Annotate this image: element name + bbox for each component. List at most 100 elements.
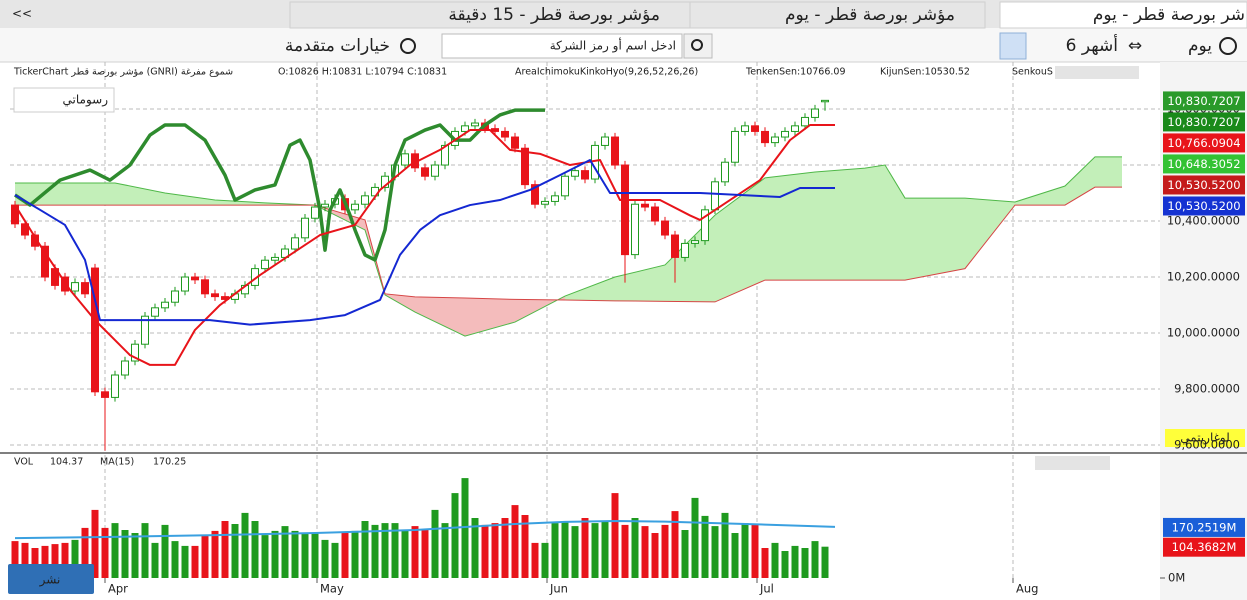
volume-bar: [291, 530, 299, 578]
volume-bar: [601, 521, 609, 578]
drawings-label: رسوماتي: [63, 93, 109, 108]
volume-bar: [251, 521, 259, 578]
candle-body: [511, 136, 519, 149]
cloud-fill: [215, 200, 265, 206]
tabs: شر بورصة قطر - يوم مؤشر بورصة قطر - يوم مؤ…: [289, 1, 1247, 29]
volume-marker: [1163, 537, 1245, 557]
candle-body: [111, 374, 119, 398]
volume-bar: [41, 545, 49, 578]
volume-bar: [551, 523, 559, 578]
info-kijun: KijunSen:10530.52: [880, 67, 970, 78]
candle-body: [781, 130, 789, 138]
volume-bar: [821, 546, 829, 578]
candle-body: [601, 136, 609, 146]
cloud-fill: [885, 165, 905, 281]
cloud-fill: [1015, 186, 1065, 206]
draw-tool[interactable]: [999, 32, 1027, 60]
cloud-fill: [465, 298, 515, 337]
info-ohlc: O:10826 H:10831 L:10794 C:10831: [278, 67, 447, 78]
volume-bar: [501, 518, 509, 578]
price-marker: [1163, 91, 1245, 111]
search-placeholder: ادخل اسم أو رمز الشركة: [550, 38, 676, 54]
price-marker: [1163, 112, 1245, 132]
volume-bar: [161, 524, 169, 578]
candle-body: [751, 125, 759, 132]
cloud-fill: [965, 198, 1015, 269]
volume-bar: [451, 493, 459, 578]
vol-pane-controls[interactable]: [1035, 456, 1110, 470]
volume-bar: [31, 548, 39, 578]
volume-bar: [121, 530, 129, 578]
interval-button[interactable]: يوم: [1188, 36, 1212, 56]
candle-body: [141, 315, 149, 345]
price-marker-label: 10,530.5200: [1167, 199, 1240, 213]
x-tick-label: May: [320, 582, 344, 596]
candle-body: [611, 136, 619, 166]
candle-body: [661, 220, 669, 236]
collapse-button[interactable]: <<: [12, 7, 32, 21]
price-marker: [1163, 133, 1245, 153]
price-marker: [1163, 175, 1245, 195]
gear-icon: [400, 38, 416, 54]
tab[interactable]: [689, 1, 986, 29]
volume-bar: [361, 521, 369, 578]
candle-body: [191, 276, 199, 281]
price-marker: [1163, 154, 1245, 174]
publish-button[interactable]: [8, 564, 94, 594]
tab[interactable]: [289, 1, 691, 29]
cloud-fill: [905, 198, 965, 281]
volume-bar: [301, 533, 309, 578]
volume-bar: [681, 530, 689, 578]
y-tick-label: 10,200.0000: [1167, 270, 1240, 284]
candle-body: [21, 223, 29, 236]
volume-bar: [21, 542, 29, 578]
candle-body: [291, 237, 299, 250]
volume-bar: [461, 478, 469, 578]
candle-body: [361, 195, 369, 205]
info-tenkan: TenkenSen:10766.09: [745, 67, 846, 78]
volume-bar: [351, 530, 359, 578]
search-box[interactable]: [441, 33, 683, 59]
volume-marker: [1163, 517, 1245, 537]
candle-body: [31, 234, 39, 247]
candle-body: [651, 206, 659, 222]
volume-bar: [221, 521, 229, 578]
tab[interactable]: [999, 1, 1247, 29]
candle-body: [531, 184, 539, 205]
pane-controls[interactable]: [1055, 66, 1139, 79]
cloud-fill: [715, 177, 765, 302]
volume-bar: [81, 527, 89, 578]
candle-body: [211, 293, 219, 298]
y-tick-label: 10,400.0000: [1167, 214, 1240, 228]
volume-bar: [701, 515, 709, 578]
plot: [10, 62, 1160, 583]
candle-body: [431, 164, 439, 177]
volume-bar: [241, 512, 249, 578]
volume-bar: [581, 518, 589, 578]
cloud-fill: [115, 182, 165, 206]
drawings-button[interactable]: [13, 87, 115, 113]
volume-bar: [101, 527, 109, 578]
senkou-span-a: [15, 156, 1122, 337]
search-button[interactable]: [683, 33, 713, 59]
clock-icon: [1219, 37, 1237, 55]
advanced-options[interactable]: خيارات متقدمة: [285, 36, 390, 56]
volume-bar: [91, 509, 99, 578]
volume-bar: [741, 523, 749, 578]
volume-marker-label: 104.3682M: [1172, 540, 1237, 554]
candle-body: [321, 203, 329, 208]
price-marker-label: 10,530.5200: [1167, 178, 1240, 192]
volume-bar: [151, 542, 159, 578]
indicator-line: [14, 158, 835, 326]
range-button[interactable]: 6 أشهر: [1066, 34, 1118, 56]
cloud-fill: [765, 172, 815, 281]
log-button[interactable]: [1165, 429, 1245, 447]
x-tick-label: Jul: [759, 582, 774, 596]
candle-body: [741, 125, 749, 132]
volume-bar: [391, 523, 399, 578]
search-icon: [691, 39, 703, 51]
volume-bar: [111, 523, 119, 578]
ma-value: 170.25: [153, 457, 186, 468]
indicator-line: [14, 123, 835, 366]
info-senkou: SenkouS: [1012, 67, 1053, 78]
